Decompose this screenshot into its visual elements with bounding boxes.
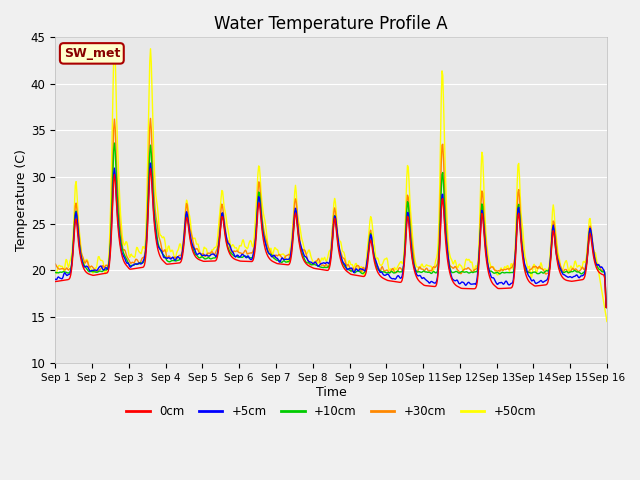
+10cm: [399, 267, 407, 273]
+50cm: [204, 254, 212, 260]
+50cm: [111, 44, 118, 49]
+50cm: [61, 261, 69, 266]
+30cm: [204, 250, 212, 256]
+10cm: [119, 248, 127, 254]
+5cm: [61, 270, 69, 276]
Line: +50cm: +50cm: [56, 47, 607, 322]
+30cm: [602, 305, 610, 311]
Text: SW_met: SW_met: [63, 47, 120, 60]
+10cm: [111, 140, 118, 146]
+50cm: [415, 265, 423, 271]
+50cm: [399, 261, 407, 267]
0cm: [118, 253, 126, 259]
+10cm: [52, 270, 60, 276]
X-axis label: Time: Time: [316, 386, 346, 399]
Line: +5cm: +5cm: [56, 163, 607, 308]
+5cm: [175, 255, 183, 261]
+50cm: [603, 319, 611, 324]
+30cm: [52, 261, 60, 267]
+50cm: [52, 271, 60, 276]
+5cm: [602, 305, 610, 311]
+30cm: [415, 265, 423, 271]
+5cm: [204, 253, 212, 259]
0cm: [603, 305, 611, 311]
+30cm: [118, 241, 126, 247]
0cm: [175, 260, 183, 266]
0cm: [415, 278, 423, 284]
+30cm: [61, 267, 69, 273]
+50cm: [119, 238, 127, 243]
Y-axis label: Temperature (C): Temperature (C): [15, 149, 28, 252]
Legend: 0cm, +5cm, +10cm, +30cm, +50cm: 0cm, +5cm, +10cm, +30cm, +50cm: [122, 400, 541, 423]
0cm: [204, 258, 212, 264]
+5cm: [415, 273, 423, 278]
+10cm: [602, 305, 610, 311]
Line: 0cm: 0cm: [56, 168, 607, 308]
+5cm: [52, 276, 60, 282]
+30cm: [603, 305, 611, 311]
0cm: [399, 274, 407, 279]
+50cm: [175, 244, 183, 250]
+10cm: [61, 269, 69, 275]
+5cm: [399, 269, 407, 275]
+5cm: [603, 305, 611, 311]
+10cm: [603, 305, 611, 311]
0cm: [602, 305, 610, 311]
+30cm: [147, 116, 154, 121]
+30cm: [175, 253, 183, 259]
0cm: [61, 277, 69, 283]
+10cm: [175, 257, 183, 263]
0cm: [147, 166, 154, 171]
+10cm: [204, 255, 212, 261]
0cm: [52, 278, 60, 284]
Line: +10cm: +10cm: [56, 143, 607, 308]
Line: +30cm: +30cm: [56, 119, 607, 308]
+5cm: [118, 250, 126, 256]
Title: Water Temperature Profile A: Water Temperature Profile A: [214, 15, 448, 33]
+30cm: [399, 267, 407, 273]
+10cm: [415, 269, 423, 275]
+5cm: [147, 160, 154, 166]
